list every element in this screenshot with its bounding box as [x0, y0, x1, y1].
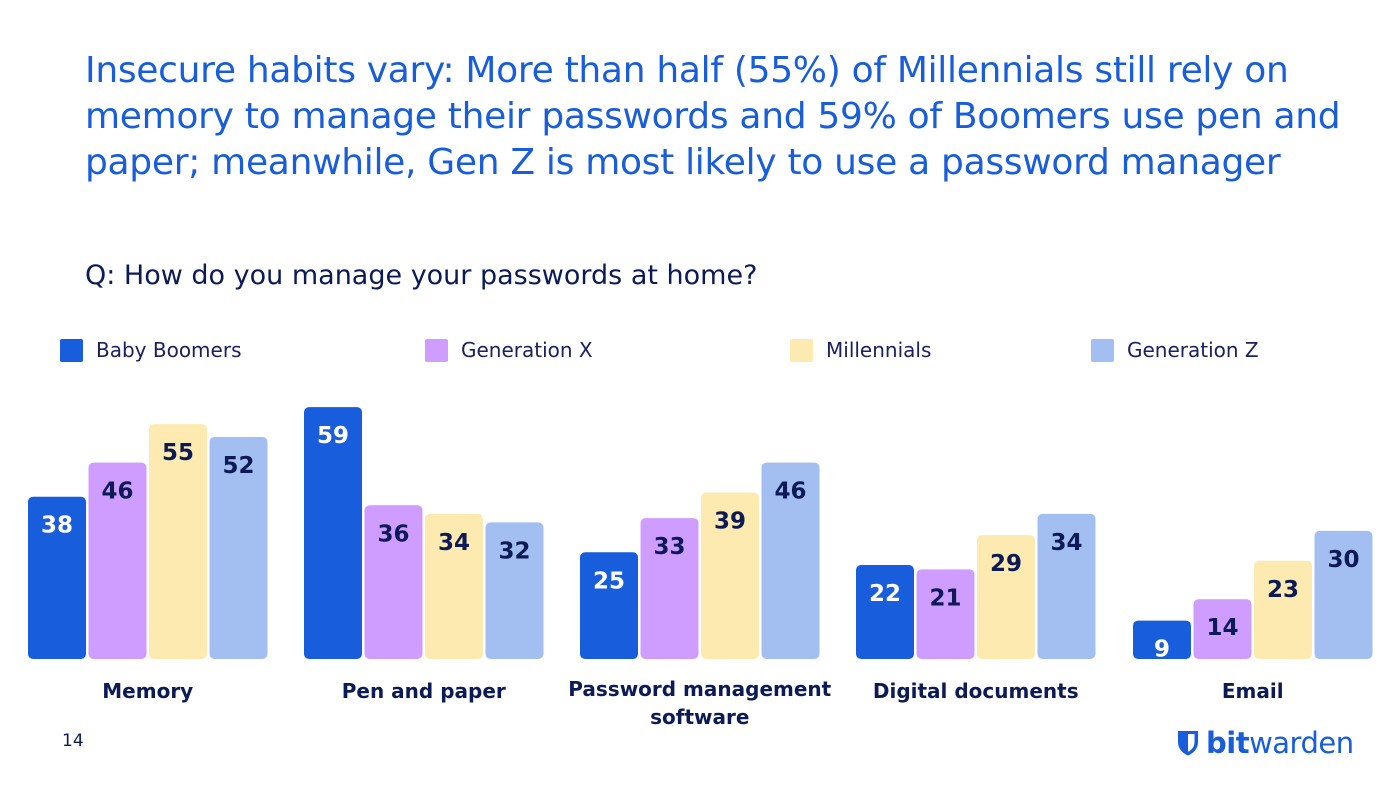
legend-swatch: [1091, 338, 1114, 362]
category-label: Memory: [102, 679, 193, 703]
bar-value-label: 21: [929, 585, 961, 611]
legend-item-millennials: Millennials: [790, 335, 931, 365]
bar-value-label: 30: [1327, 547, 1359, 573]
bar-value-label: 36: [377, 521, 409, 547]
bar: [761, 462, 820, 659]
bar-value-label: 46: [774, 479, 806, 505]
legend-swatch: [790, 338, 813, 362]
bar: [209, 436, 268, 659]
legend-swatch: [425, 338, 448, 362]
legend-label: Baby Boomers: [96, 338, 242, 362]
legend-swatch: [60, 338, 83, 362]
page-number: 14: [62, 731, 84, 751]
bar-value-label: 38: [41, 513, 73, 539]
bar-value-label: 23: [1267, 577, 1299, 603]
bar-value-label: 59: [317, 423, 349, 449]
bar: [701, 492, 759, 659]
bar: [149, 424, 207, 659]
legend-item-generation-z: Generation Z: [1091, 335, 1259, 365]
bar-value-label: 9: [1154, 637, 1170, 663]
bar-value-label: 34: [438, 530, 470, 556]
chart-legend: Baby Boomers Generation X Millennials Ge…: [0, 335, 1400, 365]
bar: [28, 496, 86, 659]
bar-value-label: 29: [990, 551, 1022, 577]
bar: [856, 565, 914, 659]
bar-value-label: 33: [653, 534, 685, 560]
bar-value-label: 39: [714, 508, 746, 534]
bar: [485, 522, 544, 659]
legend-item-baby-boomers: Baby Boomers: [60, 335, 242, 365]
bar-value-label: 14: [1206, 615, 1238, 641]
bar: [1037, 513, 1096, 659]
page-title: Insecure habits vary: More than half (55…: [85, 50, 1341, 183]
category-label: Email: [1222, 679, 1284, 703]
category-label: Digital documents: [873, 679, 1079, 703]
bar-value-label: 25: [593, 568, 625, 594]
bar: [88, 462, 147, 659]
bar-value-label: 52: [222, 453, 254, 479]
bar: [1314, 530, 1373, 659]
bar: [1193, 599, 1252, 659]
category-label: Pen and paper: [342, 679, 506, 703]
shield-icon: [1178, 731, 1198, 756]
bar: [977, 535, 1035, 659]
bar-value-label: 46: [101, 479, 133, 505]
brand-name-bold: bit: [1206, 726, 1250, 760]
bar: [425, 513, 483, 659]
bar-chart: 38 46 55 52 Memory 59 36 34 32 Pen and paper 25 33 3…: [28, 407, 1373, 729]
category-label: software: [650, 705, 749, 729]
legend-label: Millennials: [826, 338, 932, 362]
bar-value-label: 55: [162, 440, 194, 466]
bar-value-label: 34: [1050, 530, 1082, 556]
brand-logo: bit warden: [1176, 725, 1354, 761]
bar: [304, 407, 362, 659]
survey-question: Q: How do you manage your passwords at h…: [85, 260, 758, 291]
bar: [364, 505, 423, 659]
legend-item-generation-x: Generation X: [425, 335, 593, 365]
bar: [580, 552, 638, 659]
category-label: Password management: [568, 677, 831, 701]
bar-value-label: 32: [498, 538, 530, 564]
bar-value-label: 22: [869, 581, 901, 607]
bar: [916, 569, 975, 659]
bar: [640, 518, 699, 659]
legend-label: Generation Z: [1127, 338, 1259, 362]
brand-name-light: warden: [1249, 726, 1354, 760]
bar: [1133, 620, 1191, 659]
bar: [1254, 560, 1312, 659]
legend-label: Generation X: [461, 338, 593, 362]
